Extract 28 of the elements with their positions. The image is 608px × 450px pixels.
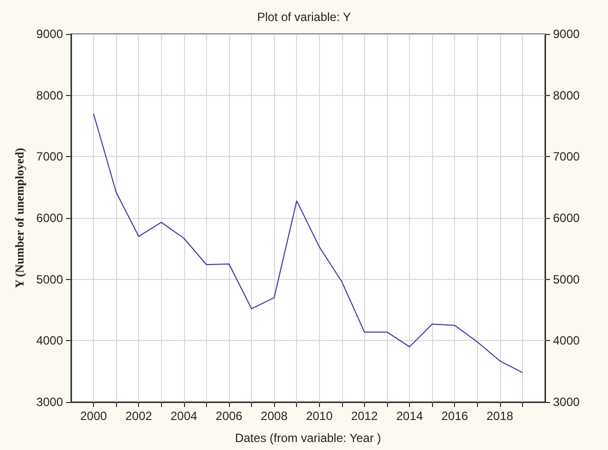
x-tick-label: 2014 [396,409,424,423]
y2-tick-label: 9000 [553,27,580,41]
x-tick-label: 2008 [260,409,288,423]
y-tick-label: 3000 [36,395,64,409]
x-tick-label: 2016 [441,409,468,423]
x-tick-label: 2002 [125,409,152,423]
x-tick-label: 2006 [216,409,243,423]
y-tick-label: 8000 [36,88,64,102]
x-tick-label: 2004 [170,409,198,423]
line-series [93,113,523,374]
y2-tick-label: 4000 [553,334,580,348]
y-axis-title: Y (Number of unemployed) [12,148,26,288]
x-tick-label: 2010 [306,409,333,423]
y-tick-label: 4000 [36,334,64,348]
x-tick-label: 2000 [80,409,108,423]
y-tick-label: 6000 [36,211,64,225]
y2-tick-label: 7000 [553,150,580,164]
x-tick-label: 2018 [486,409,514,423]
x-tick-label: 2012 [351,409,378,423]
chart-title: Plot of variable: Y [257,10,351,24]
x-axis-title: Dates (from variable: Year ) [234,431,382,445]
y2-tick-label: 3000 [553,395,580,409]
y-tick-label: 9000 [36,27,64,41]
y2-tick-label: 5000 [553,272,580,286]
y-tick-label: 5000 [36,272,64,286]
y2-tick-label: 8000 [553,88,580,102]
y-tick-label: 7000 [36,150,64,164]
y2-tick-label: 6000 [553,211,580,225]
